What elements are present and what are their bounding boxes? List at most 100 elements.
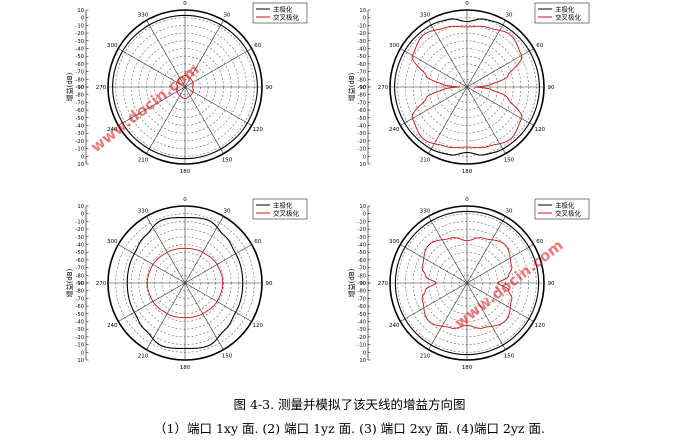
radial-tick-label: -90 bbox=[358, 281, 366, 287]
grid-spoke bbox=[184, 86, 252, 126]
grid-spoke bbox=[118, 48, 186, 88]
series-line-cross-pol bbox=[421, 237, 513, 329]
radial-tick-label: -80 bbox=[358, 273, 366, 279]
grid-spoke bbox=[466, 86, 534, 126]
radial-tick-label: -40 bbox=[358, 124, 366, 130]
angle-tick-label: 180 bbox=[462, 365, 473, 371]
radial-tick-label: 0 bbox=[363, 154, 366, 160]
radial-tick-label: -30 bbox=[358, 235, 366, 241]
angle-tick-label: 0 bbox=[183, 197, 187, 203]
radial-tick-label: -30 bbox=[358, 131, 366, 137]
angle-tick-label: 60 bbox=[254, 239, 261, 245]
radial-tick-label: -80 bbox=[76, 289, 84, 295]
legend-box bbox=[534, 2, 590, 24]
grid-spoke bbox=[428, 86, 468, 154]
radial-tick-label: 0 bbox=[81, 16, 84, 22]
polar-chart-1: 0306090120150180210240270300330101000-10… bbox=[65, 1, 308, 175]
radial-axis-title: 增益(dB) bbox=[65, 268, 74, 297]
radial-tick-label: 10 bbox=[77, 358, 84, 364]
radial-tick-label: -60 bbox=[76, 258, 84, 264]
radial-tick-label: -20 bbox=[76, 139, 84, 145]
radial-axis-title: 增益(dB) bbox=[347, 268, 356, 297]
grid-spoke bbox=[428, 216, 468, 284]
radial-tick-label: -30 bbox=[358, 327, 366, 333]
radial-tick-label: -30 bbox=[76, 39, 84, 45]
series-line-cross-pol bbox=[176, 74, 194, 100]
radial-tick-label: -20 bbox=[76, 227, 84, 233]
grid-spoke bbox=[146, 216, 186, 284]
radial-tick-label: -20 bbox=[76, 31, 84, 37]
grid-spoke bbox=[184, 48, 252, 88]
radial-tick-label: -90 bbox=[358, 281, 366, 287]
legend-label: 主极化 bbox=[555, 201, 575, 210]
angle-tick-label: 180 bbox=[462, 169, 473, 175]
angle-tick-label: 150 bbox=[504, 158, 515, 164]
radial-tick-label: -10 bbox=[76, 219, 84, 225]
radial-tick-label: -60 bbox=[358, 108, 366, 114]
grid-spoke bbox=[146, 20, 186, 88]
grid-spoke bbox=[466, 244, 534, 284]
angle-tick-label: 240 bbox=[389, 127, 400, 133]
legend-label: 交叉极化 bbox=[555, 209, 582, 218]
radial-tick-label: -10 bbox=[358, 147, 366, 153]
radial-tick-label: 10 bbox=[359, 204, 366, 210]
legend-label: 主极化 bbox=[273, 201, 293, 210]
angle-tick-label: 210 bbox=[420, 158, 431, 164]
radial-tick-label: -10 bbox=[358, 23, 366, 29]
radial-tick-label: -30 bbox=[76, 131, 84, 137]
angle-tick-label: 30 bbox=[506, 208, 513, 214]
angle-tick-label: 240 bbox=[389, 323, 400, 329]
angle-tick-label: 300 bbox=[107, 43, 118, 49]
angle-tick-label: 120 bbox=[252, 127, 263, 133]
angle-tick-label: 180 bbox=[180, 365, 191, 371]
radial-tick-label: -80 bbox=[358, 77, 366, 83]
grid-spoke bbox=[428, 282, 468, 350]
angle-tick-label: 270 bbox=[96, 281, 107, 287]
radial-tick-label: -50 bbox=[76, 250, 84, 256]
radial-axis-title: 增益(dB) bbox=[347, 72, 356, 101]
radial-tick-label: 0 bbox=[363, 16, 366, 22]
grid-spoke bbox=[466, 282, 534, 322]
radial-tick-label: 0 bbox=[81, 212, 84, 218]
radial-tick-label: -70 bbox=[76, 296, 84, 302]
radial-tick-label: -50 bbox=[358, 54, 366, 60]
angle-tick-label: 90 bbox=[548, 85, 555, 91]
angle-tick-label: 90 bbox=[548, 281, 555, 287]
radial-tick-label: -70 bbox=[76, 266, 84, 272]
radial-tick-label: 10 bbox=[359, 162, 366, 168]
radial-tick-label: -20 bbox=[358, 31, 366, 37]
angle-tick-label: 30 bbox=[506, 12, 513, 18]
radial-tick-label: 10 bbox=[359, 8, 366, 14]
grid-spoke bbox=[400, 86, 468, 126]
angle-tick-label: 330 bbox=[420, 208, 431, 214]
radial-tick-label: -80 bbox=[76, 273, 84, 279]
radial-tick-label: -90 bbox=[358, 85, 366, 91]
radial-tick-label: -90 bbox=[76, 281, 84, 287]
radial-tick-label: -80 bbox=[358, 93, 366, 99]
polar-chart-3: 0306090120150180210240270300330101000-10… bbox=[65, 197, 308, 371]
angle-tick-label: 120 bbox=[534, 323, 545, 329]
radial-tick-label: -30 bbox=[358, 39, 366, 45]
legend-label: 交叉极化 bbox=[273, 13, 300, 22]
radial-tick-label: -60 bbox=[76, 62, 84, 68]
angle-tick-label: 300 bbox=[389, 43, 400, 49]
figure-caption-subtitle: （1）端口 1xy 面. (2) 端口 1yz 面. (3) 端口 2xy 面.… bbox=[154, 421, 545, 436]
radial-tick-label: 0 bbox=[81, 350, 84, 356]
radial-tick-label: -70 bbox=[358, 100, 366, 106]
grid-spoke bbox=[466, 282, 506, 350]
radial-tick-label: -40 bbox=[358, 320, 366, 326]
radial-tick-label: -10 bbox=[358, 343, 366, 349]
angle-tick-label: 30 bbox=[224, 208, 231, 214]
radial-tick-label: -40 bbox=[76, 320, 84, 326]
radial-tick-label: -20 bbox=[358, 139, 366, 145]
grid-spoke bbox=[184, 282, 224, 350]
angle-tick-label: 270 bbox=[378, 85, 389, 91]
angle-tick-label: 120 bbox=[534, 127, 545, 133]
radial-tick-label: -20 bbox=[358, 335, 366, 341]
radial-tick-label: -10 bbox=[76, 343, 84, 349]
radial-tick-label: -70 bbox=[76, 100, 84, 106]
grid-spoke bbox=[466, 216, 506, 284]
legend-label: 主极化 bbox=[555, 5, 575, 14]
radial-tick-label: -10 bbox=[76, 23, 84, 29]
legend-box bbox=[252, 198, 308, 220]
